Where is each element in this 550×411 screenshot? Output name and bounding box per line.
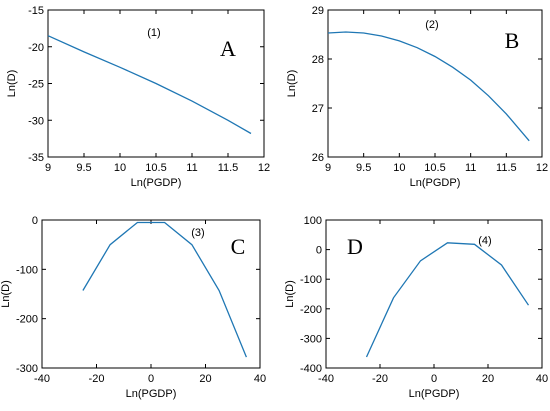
y-tick-label: -300 [300,333,322,345]
series-line [82,221,248,358]
panel-B: 9 9.5 10 10.5 11 11.5 12 26 27 28 29 Ln(PGDP) Ln(D) (… [286,5,548,189]
x-tick-label: 9.5 [76,162,91,174]
x-axis-label: Ln(PGDP) [131,177,182,189]
y-tick-label: -25 [28,79,44,91]
x-tick-label: 10 [114,162,126,174]
x-tick-label: 9 [45,162,51,174]
y-tick-label: 26 [312,152,324,164]
y-tick-label: -15 [28,5,44,17]
x-tick-label: 40 [254,373,266,385]
series-line [327,31,530,142]
x-tick-label: 12 [536,162,548,174]
x-tick-label: 11.5 [496,162,517,174]
x-tick-label: 9.5 [356,162,371,174]
x-tick-label: 12 [258,162,270,174]
y-axis-label: Ln(D) [6,70,18,98]
y-tick-label: -400 [300,363,322,375]
x-axis-label: Ln(PGDP) [409,388,460,400]
panel-A: 9 9.5 10 10.5 11 11.5 12 -35 -30 -25 -20 -15 Ln(PGDP… [6,5,270,189]
x-tick-label: 11.5 [218,162,239,174]
panel-letter: A [220,36,236,61]
x-tick-label: 10.5 [145,162,166,174]
panel-annotation: (3) [191,227,204,239]
y-tick-label: -300 [16,363,38,375]
x-tick-label: -20 [372,373,388,385]
y-tick-label: 100 [304,215,322,227]
x-axis-label: Ln(PGDP) [410,177,461,189]
panel-annotation: (4) [478,235,491,247]
x-tick-label: 20 [199,373,211,385]
y-tick-label: 28 [312,54,324,66]
y-tick-label: 27 [312,103,324,115]
x-tick-label: 9 [325,162,331,174]
axes-box [41,219,261,369]
y-axis-label: Ln(D) [286,70,298,98]
panel-letter: B [505,28,520,53]
y-tick-label: -100 [300,274,322,286]
y-tick-label: -100 [16,264,38,276]
y-tick-label: 29 [312,5,324,17]
panel-annotation: (1) [147,27,160,39]
y-axis-label: Ln(D) [284,280,296,308]
panel-letter: C [231,234,246,259]
x-tick-label: 0 [431,373,437,385]
x-tick-label: -40 [318,373,334,385]
y-tick-label: -200 [16,314,38,326]
x-tick-label: 40 [536,373,548,385]
x-tick-label: 20 [482,373,494,385]
panel-letter: D [347,234,363,259]
y-tick-label: -30 [28,115,44,127]
series-line [47,35,252,135]
x-tick-label: 10.5 [424,162,445,174]
x-tick-label: 11 [465,162,476,174]
x-tick-label: 0 [148,373,154,385]
series-line [365,242,530,358]
x-tick-label: 11 [186,162,197,174]
y-tick-label: -20 [28,42,44,54]
x-tick-label: -20 [89,373,105,385]
panel-D: -40 -20 0 20 40-400-300-200-1000100Ln(PGDP)L… [284,215,548,400]
x-tick-label: -40 [34,373,50,385]
x-axis-label: Ln(PGDP) [126,388,177,400]
panel-annotation: (2) [425,19,438,31]
y-tick-label: 0 [32,215,38,227]
y-tick-label: -200 [300,304,322,316]
y-tick-label: 0 [316,245,322,257]
y-axis-label: Ln(D) [0,280,12,308]
y-tick-label: -35 [28,152,44,164]
panel-C: -40 -20 0 20 40-300-200-1000Ln(PGDP)Ln(D)(3)… [0,215,266,400]
x-tick-label: 10 [393,162,405,174]
